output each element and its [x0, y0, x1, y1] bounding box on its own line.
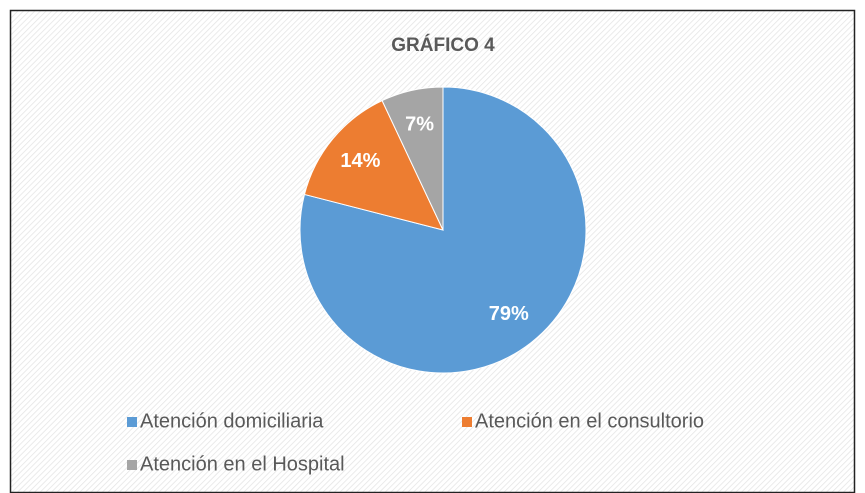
data-label: 7% [405, 114, 434, 136]
legend-label: Atención en el consultorio [475, 410, 704, 432]
pie-slice [303, 99, 444, 231]
chart-title: GRÁFICO 4 [391, 34, 495, 56]
legend-label: Atención domiciliaria [140, 410, 324, 432]
legend-swatch [127, 417, 137, 427]
data-label: 14% [340, 150, 380, 172]
legend-swatch [127, 460, 137, 470]
data-label: 79% [489, 303, 529, 325]
pie-slice [381, 86, 444, 231]
legend-label: Atención en el Hospital [140, 453, 345, 475]
legend-swatch [462, 417, 472, 427]
